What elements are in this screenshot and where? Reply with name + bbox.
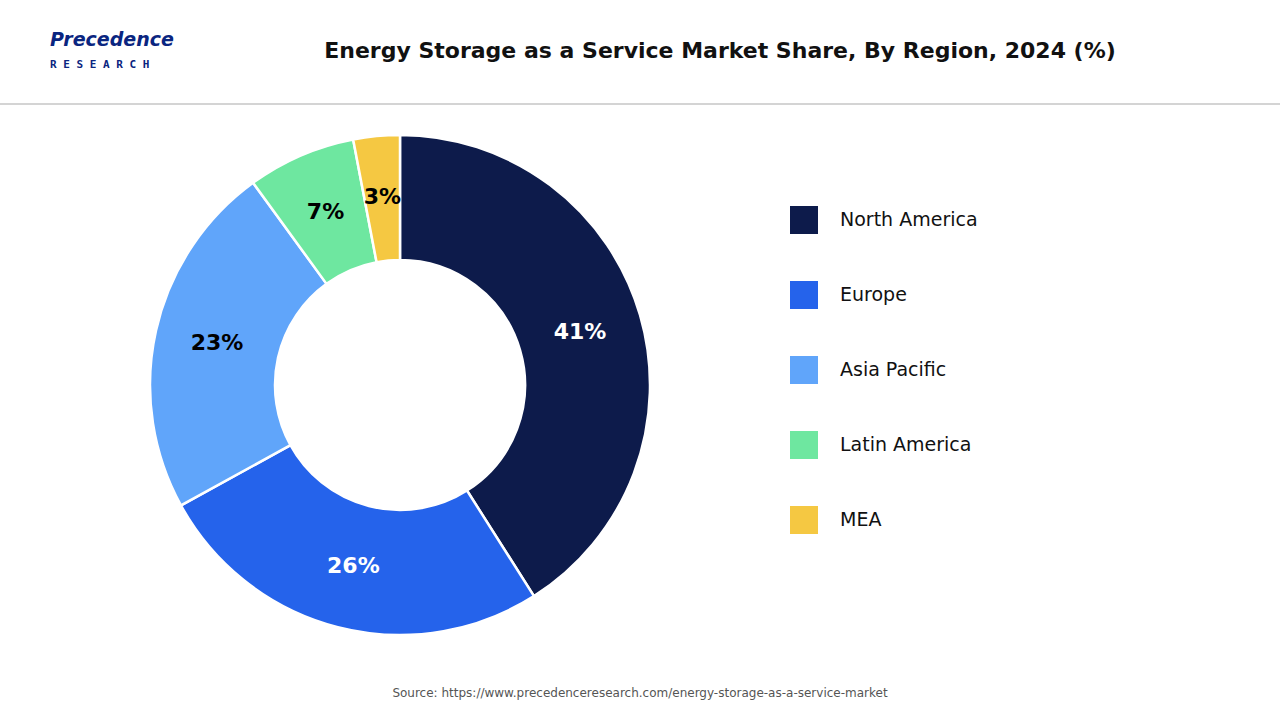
legend-item: Latin America (790, 431, 971, 459)
legend-item: Europe (790, 281, 907, 309)
legend-item: North America (790, 206, 978, 234)
legend-label: Asia Pacific (840, 358, 946, 380)
chart-svg: Precedence R E S E A R C H Energy Storage … (0, 0, 1280, 720)
legend-label: North America (840, 208, 978, 230)
data-label: 23% (191, 330, 244, 355)
legend-label: Europe (840, 283, 907, 305)
data-label: 7% (307, 199, 344, 224)
legend-swatch (790, 506, 818, 534)
legend-item: MEA (790, 506, 881, 534)
logo-top: Precedence (50, 28, 174, 50)
legend: North America Europe Asia Pacific Latin Ame… (790, 206, 978, 534)
legend-swatch (790, 356, 818, 384)
data-label: 26% (327, 553, 380, 578)
header-separator (0, 103, 1280, 104)
logo-bottom: R E S E A R C H (50, 58, 149, 71)
donut (150, 135, 650, 635)
legend-swatch (790, 206, 818, 234)
data-labels: 41% 26% 23% 7% 3% (191, 184, 607, 577)
legend-swatch (790, 281, 818, 309)
source-text: Source: https://www.precedenceresearch.c… (392, 686, 888, 700)
data-label: 41% (554, 319, 607, 344)
legend-item: Asia Pacific (790, 356, 946, 384)
chart-title: Energy Storage as a Service Market Share… (324, 38, 1116, 63)
legend-swatch (790, 431, 818, 459)
legend-label: Latin America (840, 433, 971, 455)
legend-label: MEA (840, 508, 881, 530)
data-label: 3% (364, 184, 401, 209)
